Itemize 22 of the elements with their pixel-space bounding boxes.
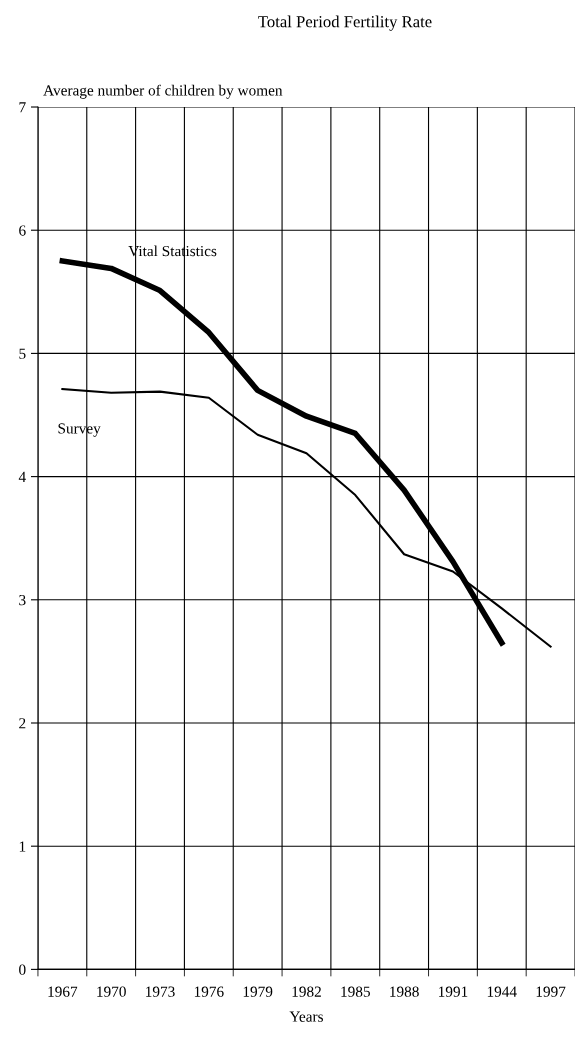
- chart-title: Total Period Fertility Rate: [258, 15, 432, 31]
- x-tick-label: 1988: [390, 986, 419, 997]
- x-tick-label: 1976: [194, 986, 224, 997]
- x-tick-label: 1944: [487, 986, 517, 997]
- y-tick-label: 0: [19, 964, 26, 975]
- x-tick-label: 1982: [292, 986, 321, 997]
- y-tick-label: 6: [19, 225, 26, 236]
- y-axis-title: Average number of children by women: [43, 84, 283, 99]
- x-tick-label: 1979: [243, 986, 273, 997]
- y-tick-label: 1: [19, 841, 26, 852]
- x-tick-label: 1985: [341, 986, 370, 997]
- y-tick-label: 3: [19, 594, 26, 606]
- x-axis-title: Years: [289, 1011, 323, 1022]
- y-tick-label: 7: [19, 102, 26, 113]
- y-tick-label: 2: [19, 718, 26, 729]
- x-tick-label: 1973: [146, 986, 175, 997]
- x-tick-label: 1997: [536, 986, 566, 997]
- y-tick-label: 4: [18, 471, 26, 482]
- y-tick-label: 5: [19, 348, 26, 359]
- x-tick-label: 1967: [48, 986, 78, 997]
- x-tick-label: 1991: [439, 986, 468, 997]
- x-tick-label: 1970: [97, 986, 126, 997]
